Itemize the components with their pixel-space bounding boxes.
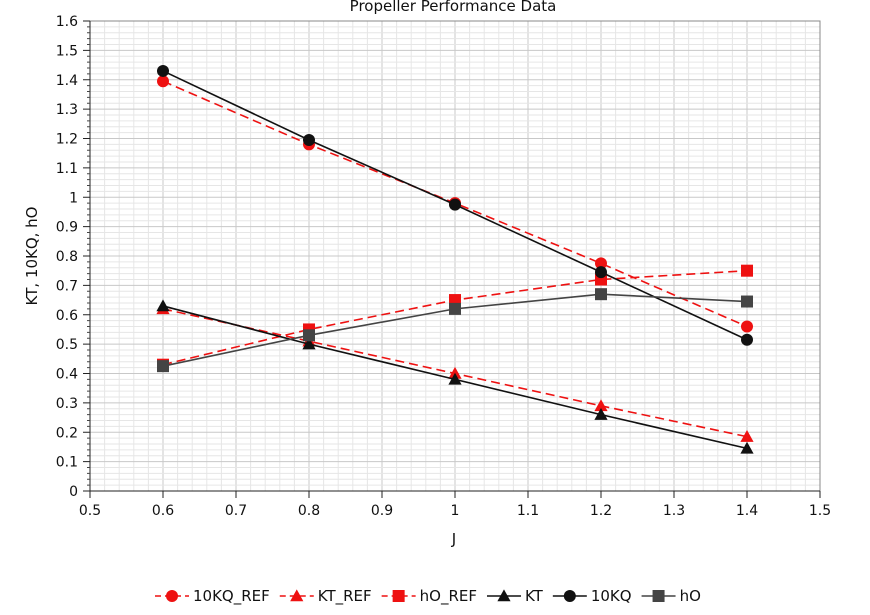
data-point-ho (741, 295, 753, 308)
legend-entry-kt-ref: KT_REF (279, 587, 372, 606)
grid-lines (89, 20, 821, 492)
y-tick-label: 0.8 (56, 249, 78, 265)
x-tick-label: 1.5 (809, 503, 831, 519)
legend-marker-10kq (563, 590, 576, 602)
data-point-kt (740, 441, 754, 454)
y-axis-title: KT, 10KQ, hO (23, 207, 41, 306)
y-tick-label: 1.2 (56, 132, 78, 148)
y-tick-label: 0.4 (56, 367, 78, 383)
y-tick-label: 0 (69, 484, 78, 500)
x-tick-label: 1 (451, 503, 460, 519)
legend: 10KQ_REF KT_REF hO_REF KT 10KQ hO (155, 587, 701, 606)
data-point-kt (156, 299, 170, 312)
data-point-kt-ref (740, 430, 754, 442)
y-tick-label: 0.7 (56, 278, 78, 294)
data-point-10kq-ref (595, 257, 607, 270)
y-tick-label: 0.6 (56, 308, 78, 324)
data-point-10kq (449, 198, 461, 211)
legend-entry-ho-ref: hO_REF (381, 587, 477, 606)
data-point-10kq-ref (157, 75, 169, 88)
legend-marker-ho-ref (392, 590, 405, 602)
y-tick-label: 0.3 (56, 396, 78, 412)
x-tick-label: 0.9 (371, 503, 393, 519)
data-point-10kq (303, 133, 315, 146)
data-point-ho (303, 329, 315, 342)
axes: 0.5 0.6 0.7 0.8 0.9 1 1.1 1.2 1.3 1.4 1.5 0 0.1 0.2 0.… (56, 14, 831, 519)
legend-marker-kt (497, 589, 511, 602)
x-tick-label: 0.8 (298, 503, 320, 519)
chart-title: Propeller Performance Data (350, 0, 557, 15)
x-tick-label: 0.5 (79, 503, 101, 519)
legend-label-10kq-ref: 10KQ_REF (193, 587, 270, 606)
x-tick-label: 1.2 (590, 503, 612, 519)
legend-label-10kq: 10KQ (591, 587, 632, 605)
x-axis-title: J (451, 530, 456, 548)
y-tick-label: 0.5 (56, 337, 78, 353)
data-point-10kq-ref (741, 320, 753, 333)
legend-entry-ho: hO (641, 587, 701, 605)
data-point-10kq (741, 333, 753, 346)
y-tick-label: 1.3 (56, 102, 78, 118)
data-point-ho (449, 302, 461, 315)
series-ho (157, 288, 753, 373)
legend-entry-kt: KT (486, 587, 544, 605)
data-point-kt-ref (594, 399, 608, 412)
legend-marker-kt-ref (290, 589, 304, 602)
legend-label-kt: KT (525, 587, 544, 605)
series-layer (156, 64, 754, 454)
legend-label-ho-ref: hO_REF (420, 587, 477, 606)
data-point-kt (594, 408, 608, 420)
legend-entry-10kq-ref: 10KQ_REF (155, 587, 270, 606)
x-tick-label: 1.4 (736, 503, 758, 519)
legend-marker-10kq-ref (166, 590, 178, 602)
data-point-ho (157, 360, 169, 373)
y-tick-label: 0.2 (56, 425, 78, 441)
y-tick-label: 1.6 (56, 14, 78, 30)
y-tick-label: 1.1 (56, 161, 78, 177)
y-tick-label: 1.4 (56, 73, 78, 89)
x-tick-label: 0.7 (225, 503, 247, 519)
y-tick-label: 1 (69, 190, 78, 206)
legend-entry-10kq: 10KQ (552, 587, 632, 605)
data-point-kt (302, 337, 316, 350)
y-tick-label: 0.9 (56, 220, 78, 236)
y-tick-label: 0.1 (56, 455, 78, 471)
y-tick-label: 1.5 (56, 43, 78, 59)
x-tick-label: 0.6 (152, 503, 174, 519)
x-tick-label: 1.1 (517, 503, 539, 519)
x-tick-label: 1.3 (663, 503, 685, 519)
series-kt (156, 299, 754, 454)
data-point-kt (448, 372, 462, 385)
legend-label-ho: hO (680, 587, 701, 605)
data-point-10kq (157, 64, 169, 77)
data-point-ho (595, 288, 607, 301)
series-10kq (157, 64, 753, 346)
legend-label-kt-ref: KT_REF (318, 587, 372, 606)
legend-marker-ho (652, 590, 665, 602)
data-point-ho-ref (741, 264, 753, 277)
data-point-10kq (595, 266, 607, 279)
